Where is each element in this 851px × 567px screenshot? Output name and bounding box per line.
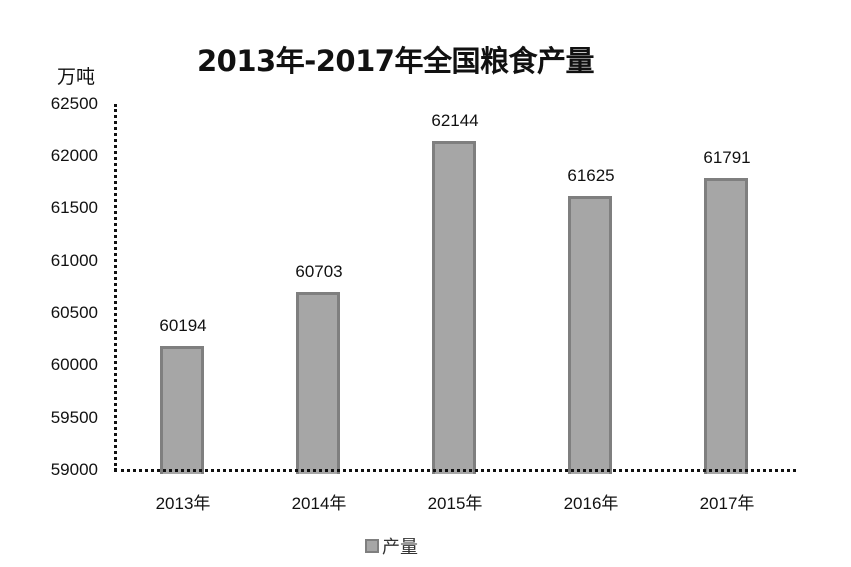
- x-tick: 2015年: [427, 494, 483, 513]
- bar-2015[interactable]: [432, 141, 476, 474]
- bar-2014[interactable]: [296, 292, 340, 474]
- y-tick: 61500: [50, 198, 98, 217]
- y-tick: 59000: [50, 460, 98, 479]
- x-tick: 2014年: [291, 494, 347, 513]
- bar-2017[interactable]: [704, 178, 748, 474]
- x-axis-line: [114, 469, 796, 472]
- legend[interactable]: 产量: [365, 533, 418, 559]
- legend-swatch-icon: [365, 539, 379, 553]
- y-tick: 60000: [50, 355, 98, 374]
- bar-2013[interactable]: [160, 346, 204, 474]
- legend-label: 产量: [382, 537, 418, 558]
- data-label: 61625: [567, 166, 615, 185]
- x-tick: 2016年: [563, 494, 619, 513]
- x-tick: 2013年: [155, 494, 211, 513]
- y-axis-unit-label: 万吨: [57, 66, 96, 88]
- y-tick: 61000: [50, 251, 98, 270]
- data-label: 61791: [703, 148, 751, 167]
- x-tick: 2017年: [699, 494, 755, 513]
- y-axis-line: [114, 104, 117, 471]
- chart-title: 2013年-2017年全国粮食产量: [197, 44, 594, 78]
- y-tick: 59500: [50, 408, 98, 427]
- y-tick: 62000: [50, 146, 98, 165]
- bar-2016[interactable]: [568, 196, 612, 474]
- data-label: 60703: [295, 262, 343, 281]
- data-label: 60194: [159, 316, 207, 335]
- y-tick: 62500: [50, 94, 98, 113]
- data-label: 62144: [431, 111, 479, 130]
- y-tick: 60500: [50, 303, 98, 322]
